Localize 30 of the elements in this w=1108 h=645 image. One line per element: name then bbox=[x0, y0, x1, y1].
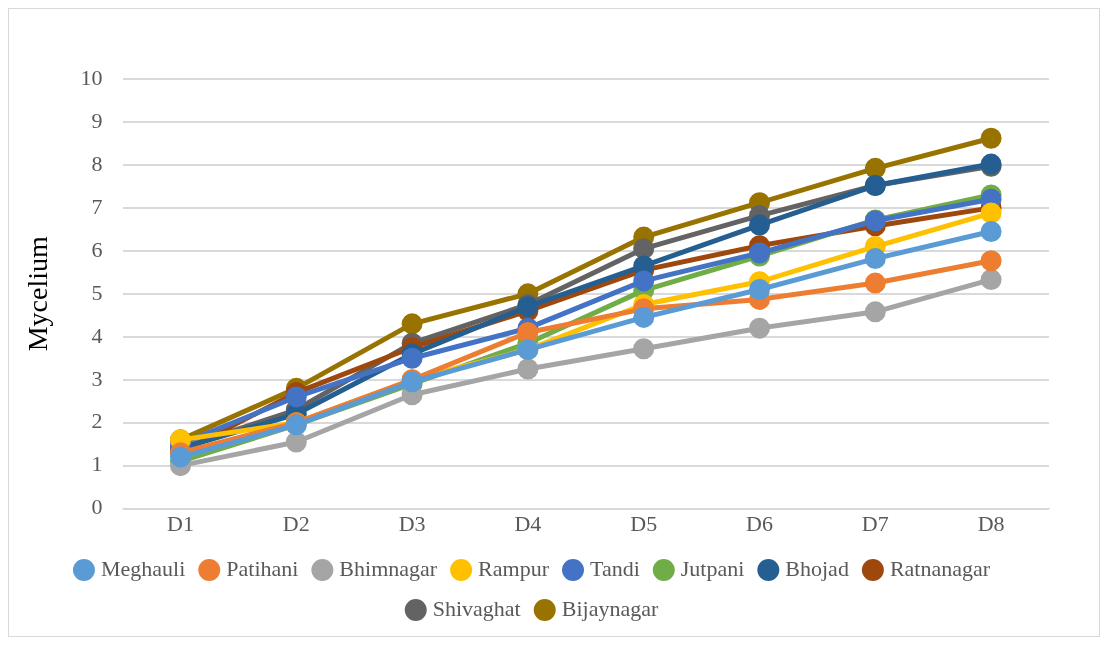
x-tick-label: D3 bbox=[398, 510, 426, 536]
legend-label: Rampur bbox=[478, 555, 550, 581]
legend-label: Tandi bbox=[590, 555, 640, 581]
x-tick-label: D5 bbox=[630, 510, 658, 536]
legend-label: Bhimnagar bbox=[339, 555, 438, 581]
y-axis-title: Mycelium bbox=[22, 236, 54, 352]
y-tick-label: 1 bbox=[91, 451, 103, 477]
legend-label: Bijaynagar bbox=[561, 595, 659, 621]
x-tick-label: D7 bbox=[861, 510, 889, 536]
x-tick-label: D1 bbox=[167, 510, 194, 536]
x-tick-label: D8 bbox=[977, 510, 1005, 536]
y-tick-label: 5 bbox=[91, 279, 103, 305]
legend-label: Bhojad bbox=[785, 555, 849, 581]
y-tick-label: 10 bbox=[80, 64, 103, 90]
x-tick-label: D6 bbox=[746, 510, 773, 536]
y-tick-label: 7 bbox=[91, 193, 103, 219]
y-tick-label: 8 bbox=[91, 150, 103, 176]
y-tick-label: 4 bbox=[91, 322, 103, 348]
x-tick-label: D2 bbox=[282, 510, 310, 536]
y-tick-label: 3 bbox=[91, 365, 103, 391]
y-tick-label: 2 bbox=[91, 408, 103, 434]
legend-label: Patihani bbox=[226, 555, 299, 581]
y-tick-label: 0 bbox=[91, 494, 103, 520]
legend-label: Ratnanagar bbox=[889, 555, 991, 581]
legend-label: Meghauli bbox=[100, 555, 186, 581]
y-tick-label: 9 bbox=[91, 107, 103, 133]
y-tick-label: 6 bbox=[91, 236, 103, 262]
x-tick-label: D4 bbox=[514, 510, 542, 536]
legend-label: Jutpani bbox=[680, 555, 745, 581]
legend-label: Shivaghat bbox=[432, 595, 521, 621]
